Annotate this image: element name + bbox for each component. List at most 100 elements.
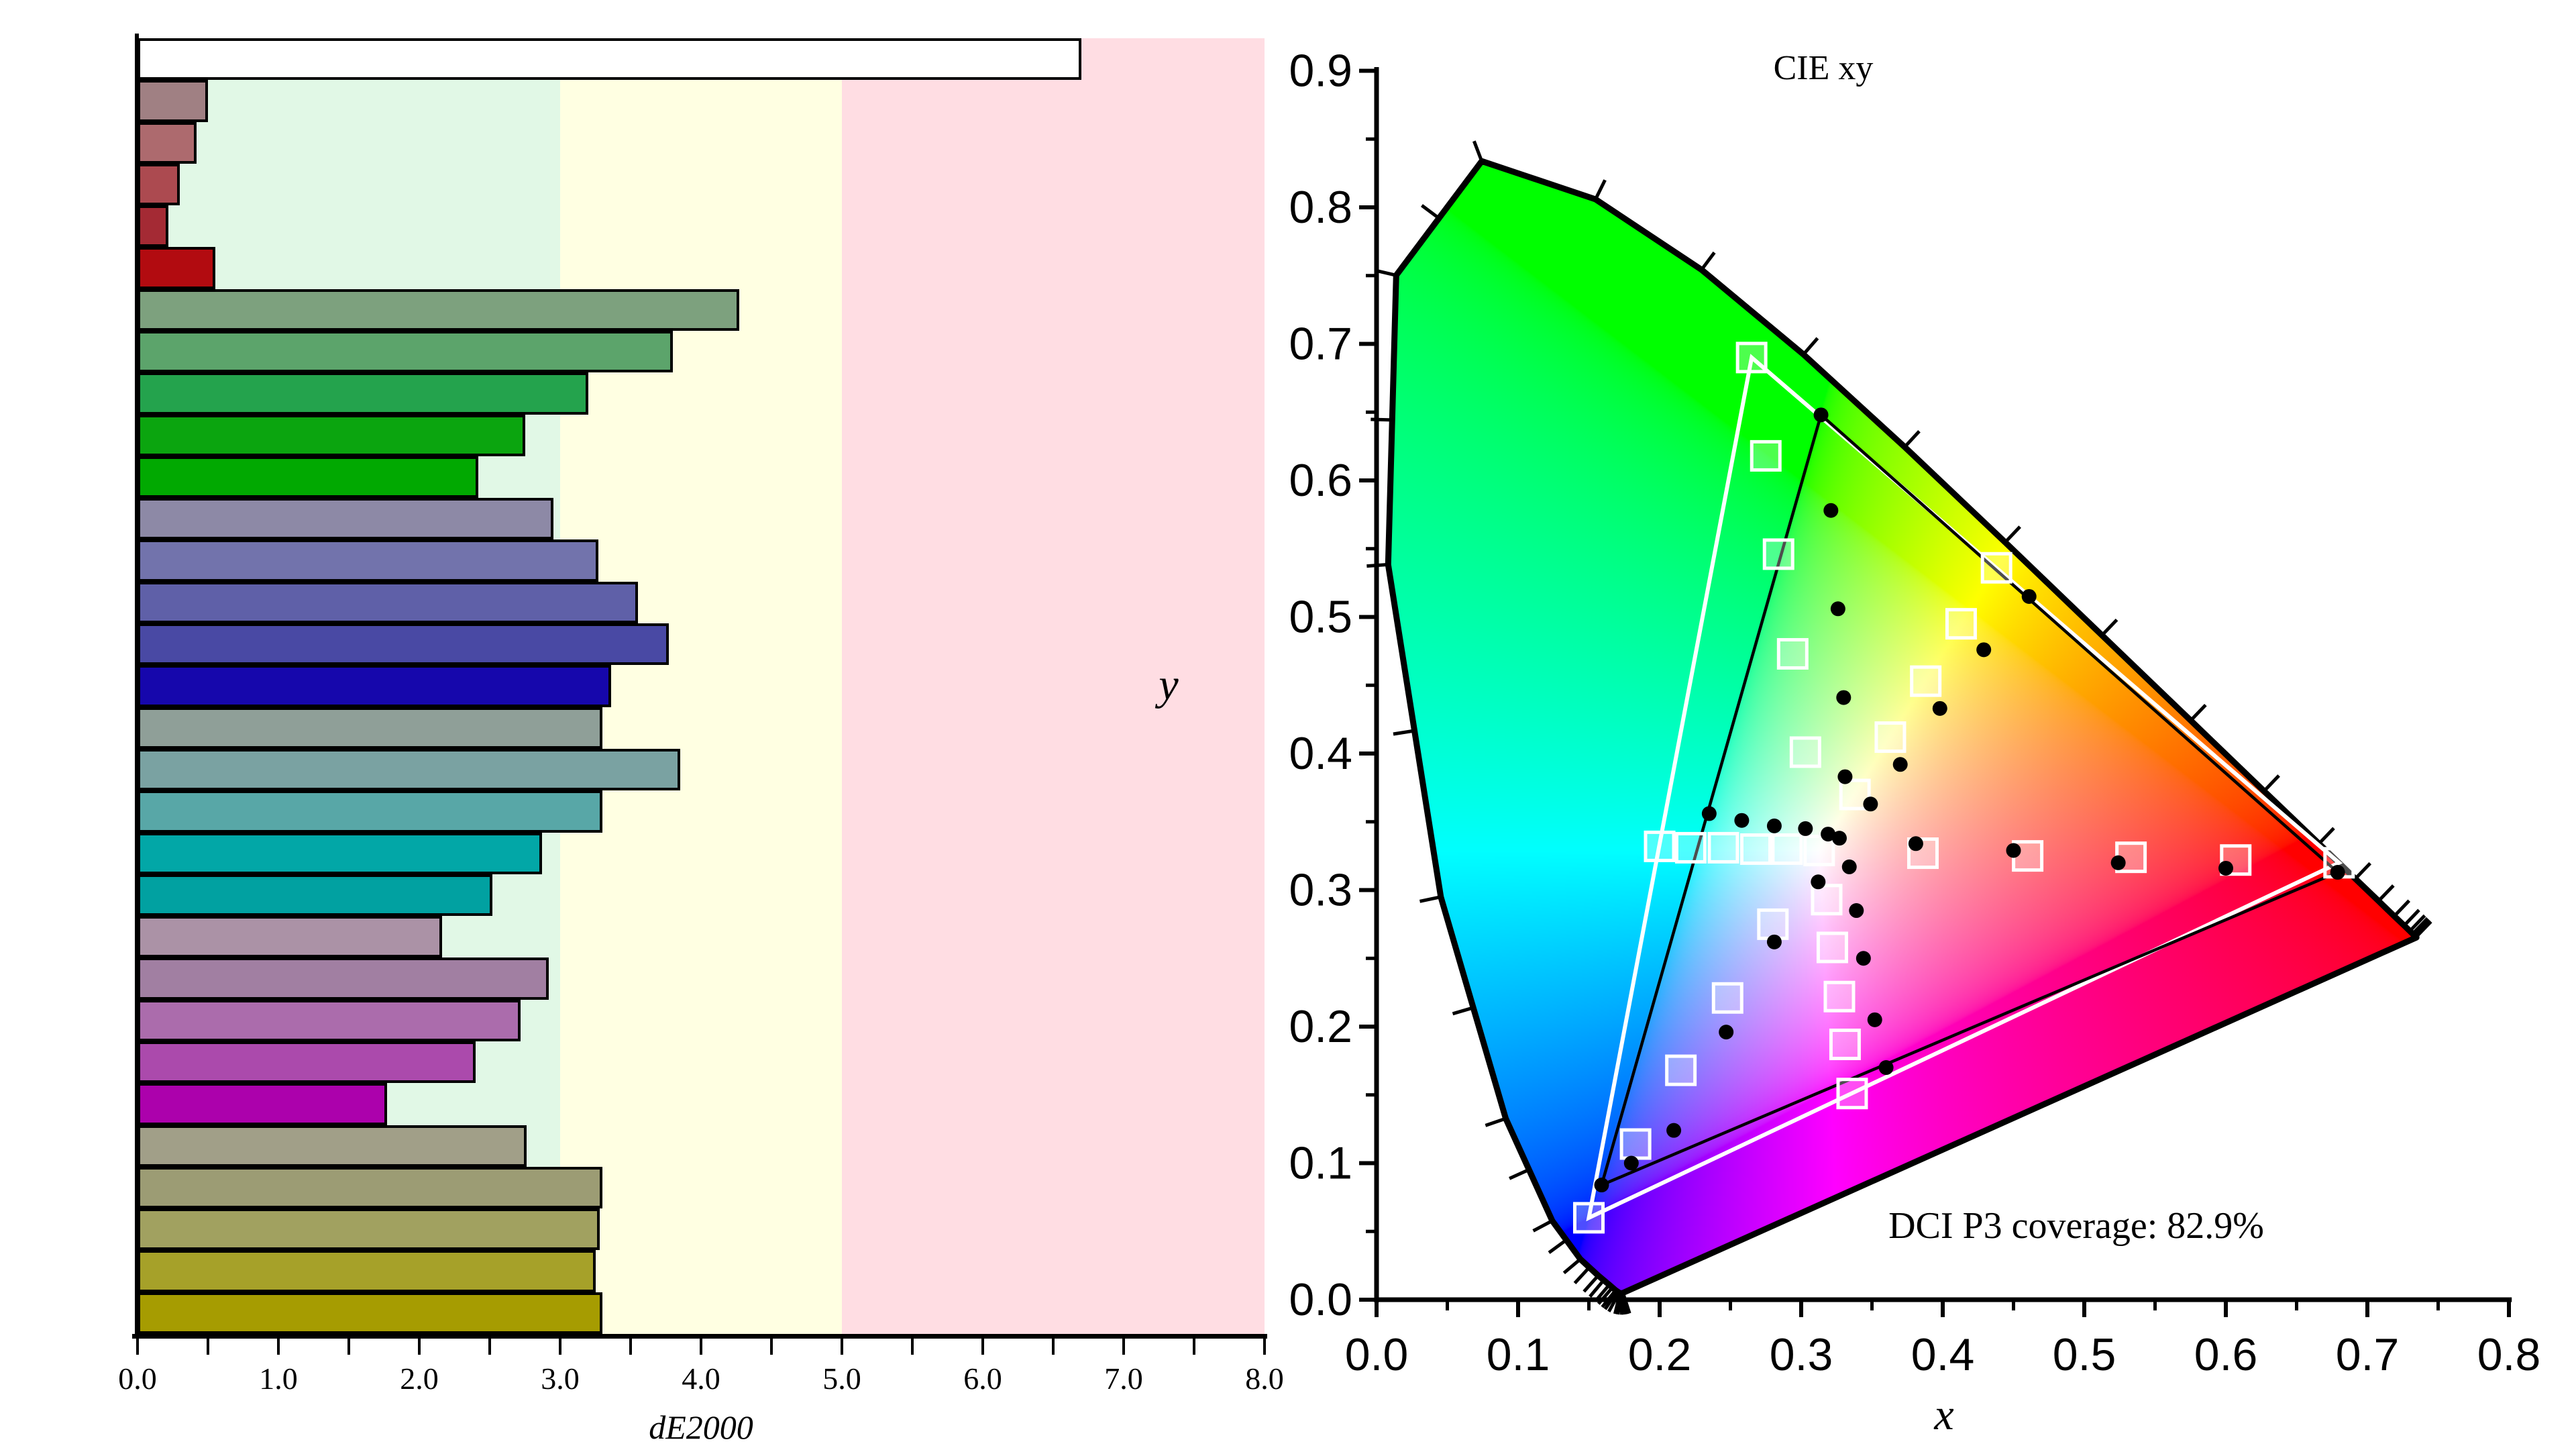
de-x-tick: [911, 1339, 914, 1355]
wavelength-tick: [1607, 1292, 1621, 1312]
measured-dot: [1666, 1123, 1682, 1138]
de2000-axis-title: dE2000: [649, 1408, 753, 1446]
cie-y-tick-label: 0.1: [1289, 1138, 1352, 1189]
bar-white: [138, 38, 1081, 81]
wavelength-tick: [1485, 1117, 1507, 1127]
bar-magenta-100: [138, 1083, 387, 1125]
de2000-bar-chart: 0.0 1.0 2.0 3.0 4.0 5.0 6.0 7.0 8.0 dE2000: [118, 34, 1284, 1446]
measured-dot: [1932, 701, 1947, 716]
bar-cyan-40: [138, 748, 680, 791]
de-x-tick: [1193, 1339, 1195, 1355]
cie-horseshoe-fill: [1377, 69, 2510, 1301]
wavelength-tick: [1573, 1266, 1591, 1285]
de-x-tick-label: 0.0: [118, 1361, 157, 1396]
de-x-tick: [488, 1339, 491, 1355]
wavelength-tick: [2393, 899, 2411, 918]
measured-dot: [1841, 859, 1857, 874]
wavelength-tick: [1371, 417, 1393, 422]
measured-dot: [1908, 836, 1923, 851]
de-x-tick: [559, 1339, 561, 1355]
measured-dot: [1878, 1060, 1894, 1076]
cie-y-tick-label: 0.0: [1289, 1274, 1352, 1325]
cie-y-tick-label: 0.4: [1289, 728, 1352, 779]
de-x-tick: [770, 1339, 773, 1355]
measured-dot: [1798, 821, 1813, 836]
de-x-tick: [629, 1339, 632, 1355]
de-x-tick: [207, 1339, 209, 1355]
wavelength-tick: [1452, 1006, 1474, 1016]
measured-dot: [1856, 951, 1871, 966]
cie-y-axis-title: y: [1155, 660, 1179, 709]
reference-gamut-triangle: [1586, 354, 2343, 1222]
wavelength-tick: [1582, 1274, 1600, 1293]
target-square: [1771, 833, 1803, 865]
wavelength-tick: [2413, 919, 2431, 937]
wavelength-tick: [1419, 895, 1442, 903]
de-x-tick: [418, 1339, 421, 1355]
zone-poor: [842, 38, 1265, 1334]
cie-title: CIE xy: [1774, 49, 1874, 87]
de-x-axis: [132, 1334, 1268, 1339]
wavelength-tick: [1802, 337, 1819, 356]
de-x-tick: [841, 1339, 843, 1355]
measured-dot: [2218, 860, 2233, 876]
wavelength-tick: [1393, 729, 1415, 736]
target-square: [1776, 637, 1809, 670]
de-x-tick: [1052, 1339, 1055, 1355]
cie-x-tick-label: 0.3: [1770, 1329, 1833, 1380]
target-square: [1757, 908, 1789, 940]
wavelength-tick: [2263, 774, 2280, 792]
measured-dot: [1701, 806, 1717, 821]
de-x-tick-label: 3.0: [541, 1361, 580, 1396]
bar-green-40: [138, 331, 673, 373]
wavelength-tick: [1903, 430, 1921, 448]
measured-dot: [1837, 769, 1853, 784]
bar-cyan-20: [138, 707, 602, 749]
de-x-tick: [981, 1339, 984, 1355]
wavelength-tick: [1562, 1257, 1582, 1275]
bar-blue-100: [138, 665, 611, 707]
wavelength-tick: [1532, 1219, 1554, 1233]
bar-magenta-40: [138, 957, 549, 1000]
bar-red-20: [138, 80, 208, 122]
wavelength-tick: [1589, 1279, 1605, 1298]
wavelength-tick: [2100, 618, 2118, 637]
de-x-tick: [1122, 1339, 1125, 1355]
de-x-tick-label: 1.0: [259, 1361, 298, 1396]
wavelength-tick: [2414, 920, 2432, 939]
bar-green-20: [138, 289, 739, 331]
measured-dot: [1623, 1155, 1639, 1171]
measured-dot: [1766, 818, 1782, 833]
target-square: [1619, 1128, 1652, 1160]
cie-y-tick-label: 0.8: [1289, 182, 1352, 233]
wavelength-tick: [1420, 204, 1440, 220]
target-square: [1789, 736, 1821, 768]
bar-red-40: [138, 121, 197, 164]
cie-x-tick-label: 0.1: [1487, 1329, 1550, 1380]
bar-green-60: [138, 372, 588, 415]
de-x-tick: [700, 1339, 702, 1355]
de-y-axis: [135, 34, 139, 1338]
bar-yellow-40: [138, 1166, 602, 1209]
measured-gamut-triangle: [1599, 412, 2341, 1188]
measured-dot: [1811, 874, 1826, 890]
measured-dot: [1823, 503, 1839, 518]
de-x-tick-label: 8.0: [1245, 1361, 1284, 1396]
wavelength-tick: [1509, 1168, 1530, 1180]
bar-blue-20: [138, 498, 553, 540]
cie-x-axis-title: x: [1933, 1390, 1953, 1439]
wavelength-tick: [2403, 909, 2420, 927]
measured-dot: [1892, 757, 1908, 772]
de-x-tick: [136, 1339, 139, 1355]
measured-dot: [1836, 690, 1851, 705]
dci-p3-coverage-label: DCI P3 coverage: 82.9%: [1888, 1205, 2264, 1247]
cie-x-tick-label: 0.5: [2053, 1329, 2116, 1380]
bar-blue-80: [138, 623, 669, 666]
target-square: [1665, 1054, 1697, 1086]
de-x-tick-label: 6.0: [963, 1361, 1002, 1396]
target-square: [1644, 830, 1676, 862]
target-square: [1980, 552, 2012, 584]
measured-dot: [2330, 865, 2345, 880]
bar-blue-60: [138, 581, 638, 624]
bar-yellow-100: [138, 1292, 602, 1334]
